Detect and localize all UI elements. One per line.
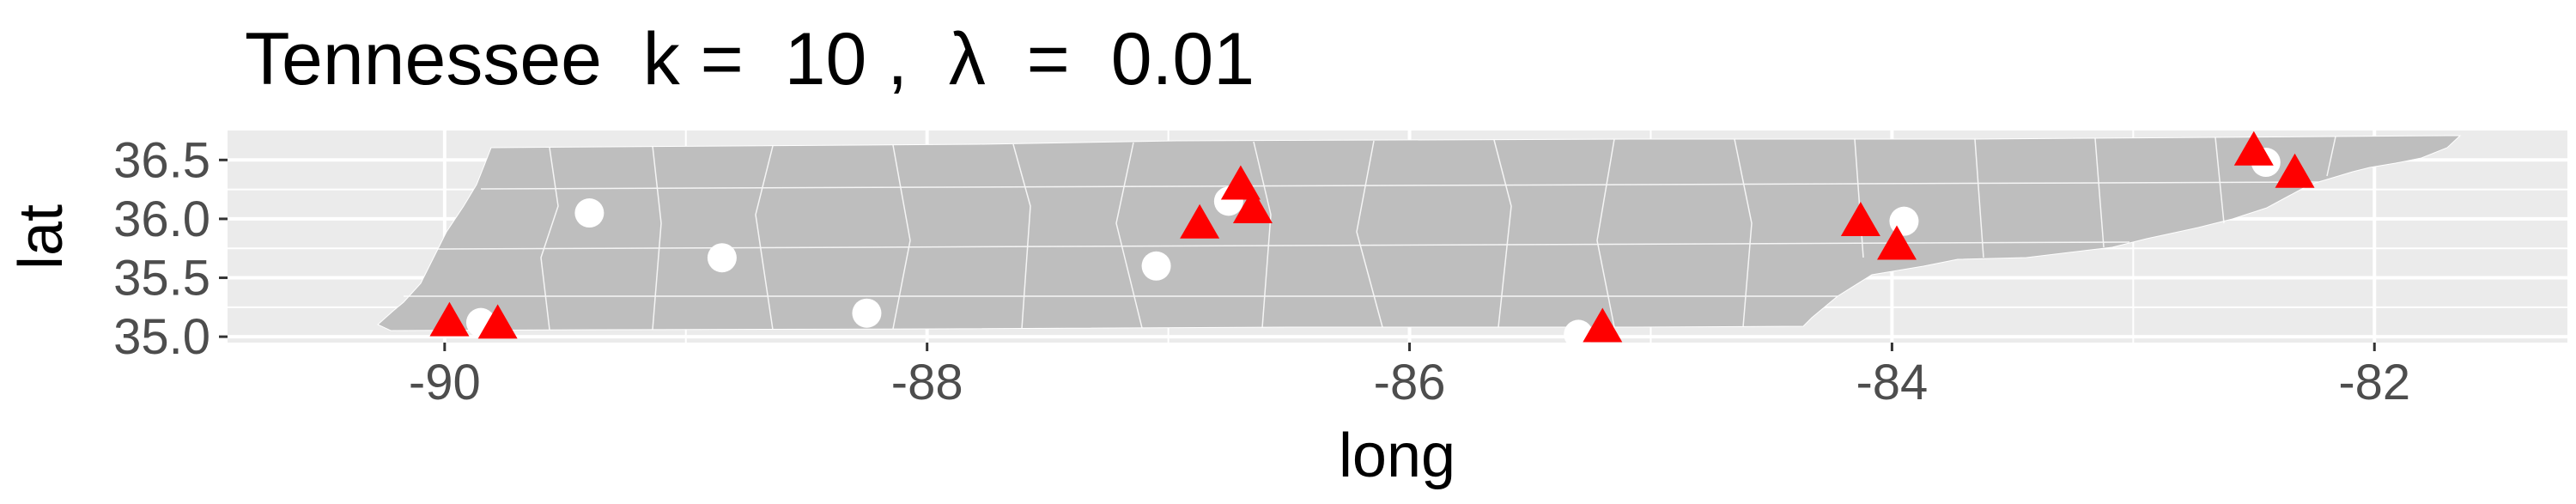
chart-title: Tennessee k = 10 , λ = 0.01 (245, 18, 1255, 100)
triangle-marker (2233, 131, 2274, 166)
circle-marker (852, 298, 882, 328)
y-tick-label: 36.0 (113, 191, 210, 247)
triangle-marker (2275, 153, 2315, 188)
y-axis-title: lat (7, 204, 76, 270)
x-tick-label: -86 (1374, 355, 1446, 410)
x-tick-label: -82 (2338, 355, 2410, 410)
y-tick-label: 35.5 (113, 251, 210, 307)
triangle-marker (1180, 203, 1220, 239)
data-markers (429, 131, 2315, 349)
triangle-marker (1583, 307, 1623, 343)
tennessee-region (377, 135, 2462, 331)
triangle-marker (1220, 165, 1261, 200)
circle-marker (574, 198, 605, 228)
triangle-marker (1877, 225, 1917, 260)
circle-marker (707, 243, 737, 273)
x-tick-label: -88 (891, 355, 963, 410)
y-tick-label: 35.0 (113, 309, 210, 365)
triangle-marker (1232, 188, 1273, 223)
axes: -90 -88 -86 -84 -82 35.035.536.036.5 (113, 132, 2410, 410)
x-tick-label: -84 (1856, 355, 1928, 410)
y-tick-label: 36.5 (113, 132, 210, 188)
x-axis-title: long (1339, 422, 1455, 490)
triangle-marker (1840, 202, 1880, 237)
county-lines (404, 136, 2336, 331)
triangle-marker (477, 304, 518, 339)
x-tick-label: -90 (409, 355, 481, 410)
triangle-marker (429, 301, 470, 337)
circle-marker (1141, 251, 1171, 281)
